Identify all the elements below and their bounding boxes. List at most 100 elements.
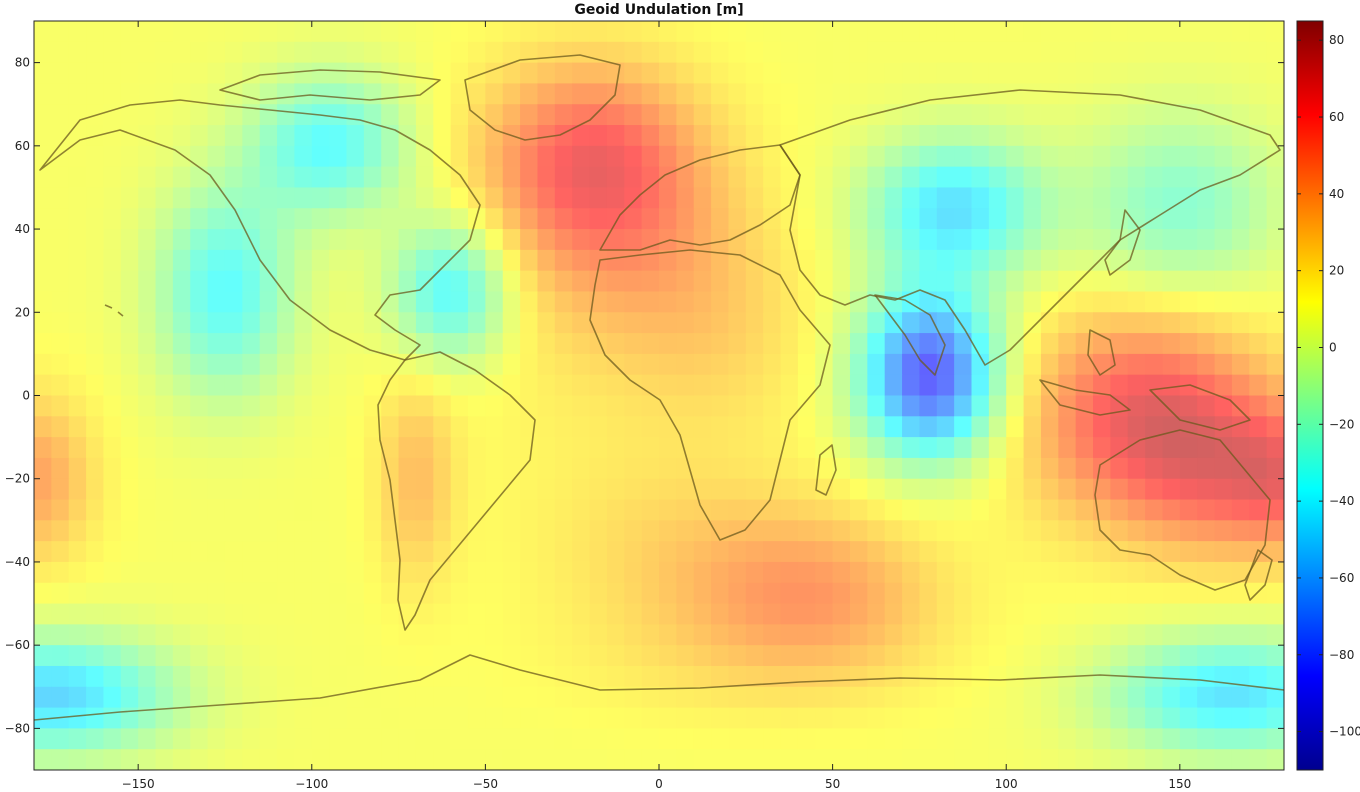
field-cell	[277, 395, 296, 417]
field-cell	[936, 125, 955, 147]
field-cell	[1231, 478, 1250, 501]
field-cell	[415, 312, 434, 334]
field-cell	[1058, 291, 1077, 313]
field-cell	[485, 541, 504, 563]
field-cell	[1162, 437, 1181, 459]
field-cell	[34, 333, 52, 355]
field-cell	[277, 353, 296, 376]
field-cell	[1231, 707, 1250, 729]
field-cell	[954, 665, 973, 688]
field-cell	[329, 229, 348, 251]
field-cell	[1179, 312, 1198, 334]
field-cell	[902, 686, 921, 709]
field-cell	[919, 749, 938, 770]
field-cell	[1093, 645, 1111, 667]
field-cell	[745, 187, 764, 209]
field-cell	[138, 291, 157, 313]
field-cell	[954, 457, 973, 480]
field-cell	[641, 561, 660, 584]
field-cell	[259, 561, 278, 584]
field-cell	[51, 229, 70, 251]
field-cell	[919, 104, 938, 126]
field-cell	[884, 83, 903, 105]
field-cell	[1023, 624, 1042, 646]
field-cell	[780, 312, 799, 334]
field-cell	[294, 166, 313, 189]
field-cell	[450, 686, 469, 709]
field-cell	[450, 125, 469, 147]
field-cell	[433, 686, 452, 709]
field-cell	[745, 145, 764, 168]
field-cell	[86, 208, 105, 230]
field-cell	[971, 624, 990, 646]
field-cell	[433, 145, 452, 168]
field-cell	[693, 624, 712, 646]
field-cell	[1162, 353, 1181, 376]
field-cell	[1058, 353, 1077, 376]
field-cell	[468, 125, 486, 147]
field-cell	[849, 707, 868, 729]
field-cell	[728, 582, 747, 605]
field-cell	[1075, 270, 1094, 293]
field-cell	[468, 561, 486, 584]
field-cell	[988, 187, 1007, 209]
field-cell	[311, 728, 330, 750]
field-cell	[190, 125, 209, 147]
field-cell	[224, 561, 243, 584]
field-cell	[329, 541, 348, 563]
field-cell	[659, 541, 677, 563]
field-cell	[884, 603, 903, 625]
field-cell	[954, 83, 973, 105]
field-cell	[624, 624, 643, 646]
field-cell	[51, 561, 70, 584]
field-cell	[311, 665, 330, 688]
field-cell	[884, 437, 903, 459]
field-cell	[1093, 187, 1111, 209]
field-cell	[155, 686, 174, 709]
field-cell	[711, 166, 730, 189]
field-cell	[34, 541, 52, 563]
field-cell	[1075, 166, 1094, 189]
field-cell	[190, 249, 209, 272]
field-cell	[86, 499, 105, 521]
field-cell	[311, 437, 330, 459]
field-cell	[363, 41, 382, 64]
field-cell	[520, 21, 539, 43]
field-cell	[849, 478, 868, 501]
field-cell	[815, 62, 834, 85]
field-cell	[381, 333, 400, 355]
field-cell	[103, 541, 122, 563]
field-cell	[988, 645, 1007, 667]
field-cell	[1093, 707, 1111, 729]
field-cell	[502, 499, 521, 521]
field-cell	[468, 437, 486, 459]
field-cell	[329, 561, 348, 584]
field-cell	[676, 457, 695, 480]
field-cell	[936, 333, 955, 355]
field-cell	[259, 395, 278, 417]
field-cell	[346, 249, 365, 272]
field-cell	[537, 582, 556, 605]
field-cell	[971, 249, 990, 272]
field-cell	[207, 145, 226, 168]
field-cell	[1162, 104, 1181, 126]
field-cell	[919, 707, 938, 729]
field-cell	[849, 145, 868, 168]
field-cell	[1127, 353, 1146, 376]
field-cell	[294, 416, 313, 438]
x-tick-label: 0	[655, 777, 663, 791]
field-cell	[884, 249, 903, 272]
field-cell	[1249, 187, 1268, 209]
field-cell	[659, 291, 677, 313]
field-cell	[363, 312, 382, 334]
field-cell	[190, 520, 209, 542]
field-cell	[398, 187, 417, 209]
field-cell	[224, 145, 243, 168]
field-cell	[728, 457, 747, 480]
field-cell	[450, 333, 469, 355]
field-cell	[502, 603, 521, 625]
field-cell	[1197, 645, 1216, 667]
field-cell	[659, 728, 677, 750]
field-cell	[589, 728, 608, 750]
field-cell	[1127, 437, 1146, 459]
